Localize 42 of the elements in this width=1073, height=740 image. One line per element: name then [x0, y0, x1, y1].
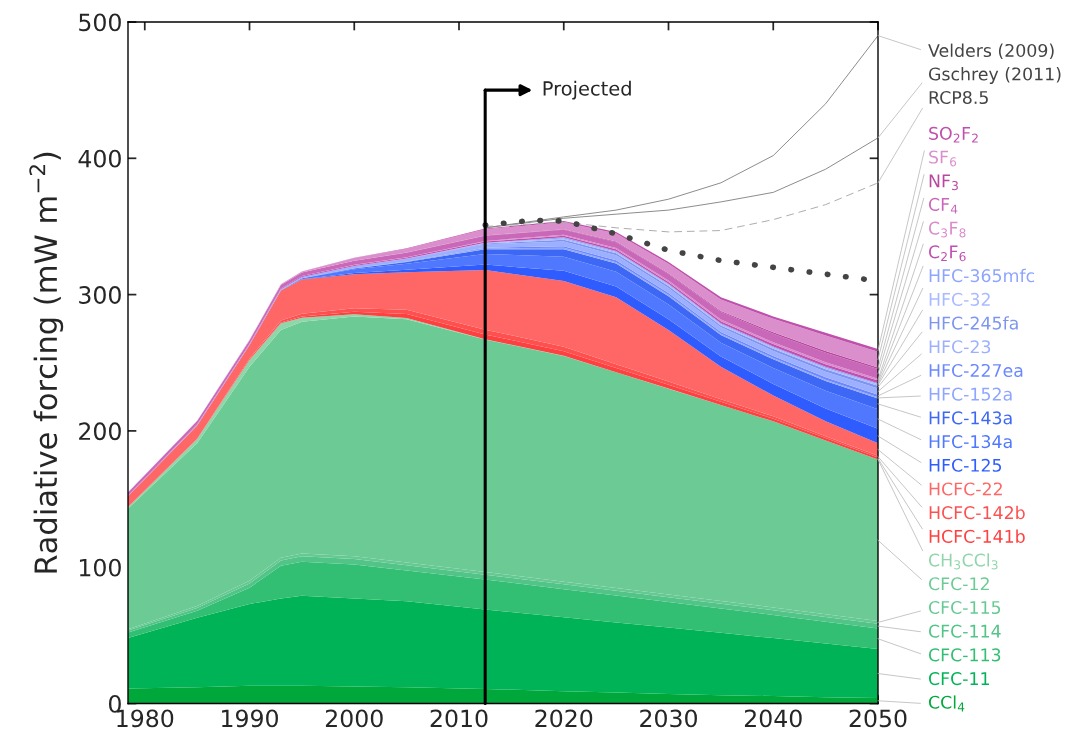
- text: HCFC-22: [929, 482, 1002, 496]
- x-tick-label: 2010: [430, 709, 488, 728]
- text: HCFC-142b: [929, 505, 1025, 520]
- x-tick-label: 2020: [535, 709, 593, 728]
- text: HFC-125: [929, 458, 1002, 472]
- text: HFC-227ea: [929, 363, 1023, 378]
- x-tick-label: 1990: [222, 709, 278, 728]
- x-tick-label: 2000: [325, 709, 383, 728]
- text: SO$_{2}$F$_{2}$: [929, 126, 978, 143]
- y-tick-label: 100: [79, 558, 121, 577]
- text: Gschrey (2011): [928, 67, 1061, 84]
- y-tick-label: 400: [78, 149, 121, 168]
- text: CFC-114: [928, 624, 1001, 638]
- text: HFC-152a: [929, 387, 1012, 401]
- y-axis-title: Radiative forcing (mW m$^{−2}$): [29, 152, 64, 573]
- text: RCP8.5: [929, 90, 988, 105]
- text: HFC-23: [929, 340, 991, 354]
- text: C$_{2}$F$_{6}$: [928, 245, 966, 262]
- text: HFC-365mfc: [929, 268, 1035, 283]
- text: HFC-143a: [929, 411, 1012, 425]
- text: CFC-11: [928, 672, 989, 686]
- text: CFC-12: [928, 577, 989, 591]
- text: CFC-113: [928, 648, 1001, 662]
- text: HFC-32: [929, 292, 990, 306]
- text: SF$_{6}$: [929, 150, 957, 167]
- text: CCl$_{4}$: [928, 695, 965, 712]
- text: CF$_{4}$: [928, 197, 958, 214]
- text: HFC-245fa: [929, 316, 1018, 330]
- y-tick-label: 200: [79, 422, 121, 441]
- text: NF$_{3}$: [929, 174, 958, 191]
- text: C$_{3}$F$_{8}$: [928, 221, 966, 238]
- x-tick-label: 2040: [744, 709, 802, 728]
- ref-line-label: Projected: [543, 80, 631, 100]
- text: HFC-134a: [929, 435, 1012, 449]
- y-tick-label: 300: [79, 286, 121, 304]
- text: CFC-115: [928, 600, 1001, 615]
- text: CH$_{3}$CCl$_{3}$: [928, 553, 998, 570]
- y-tick-label: 500: [79, 13, 121, 32]
- text: Velders (2009): [928, 43, 1054, 60]
- x-tick-label: 2030: [640, 709, 697, 728]
- x-tick-label: 2050: [849, 709, 907, 728]
- text: HCFC-141b: [929, 529, 1025, 543]
